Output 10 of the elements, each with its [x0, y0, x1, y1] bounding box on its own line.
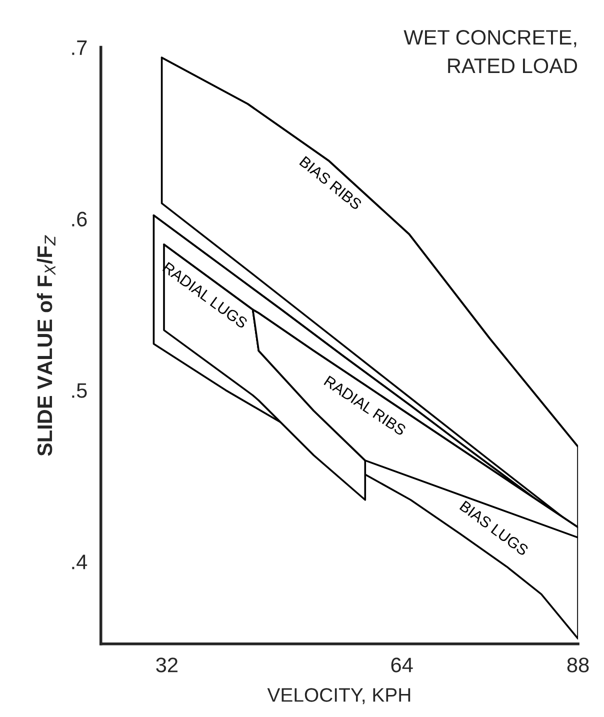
x-tick-label: 64 — [391, 658, 413, 672]
x-tick-label: 32 — [156, 658, 178, 672]
x-axis-title: VELOCITY, KPH — [267, 688, 410, 704]
y-tick-label: .7 — [72, 40, 87, 55]
y-tick-label: .5 — [72, 383, 87, 398]
y-tick-label: .6 — [72, 212, 87, 226]
y-tick-label: .4 — [72, 554, 88, 570]
y-axis-title: SLIDE VALUE of F$_{X}$/F$_{Z}$ — [36, 235, 56, 456]
chart-title: WET CONCRETE, RATED LOAD — [404, 30, 578, 74]
x-tick-label: 88 — [567, 658, 589, 672]
